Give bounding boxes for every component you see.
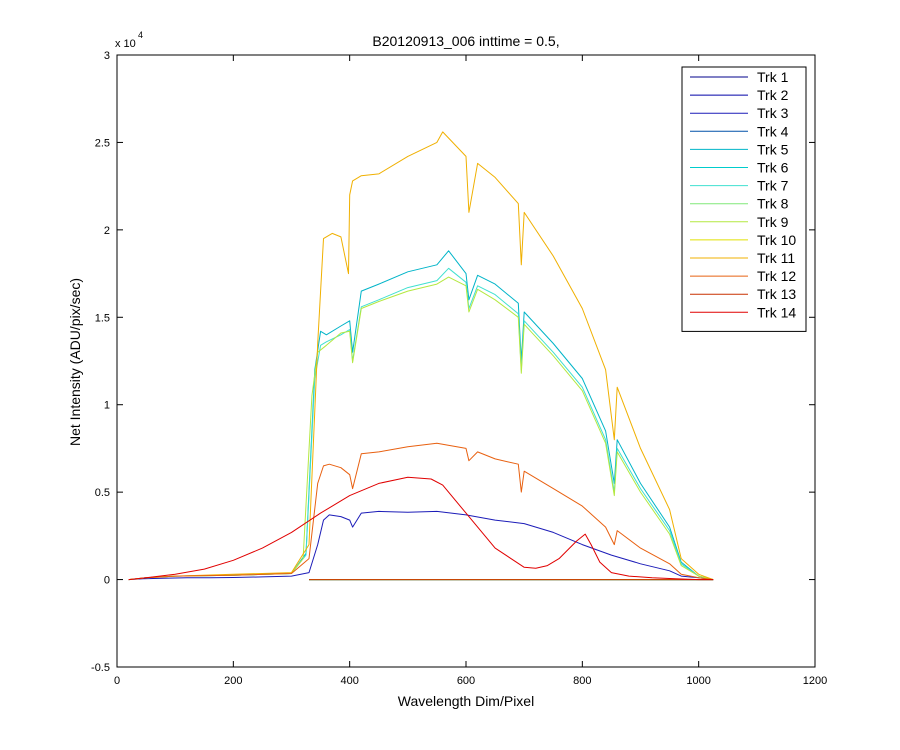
series-line-trk-11 xyxy=(128,131,714,581)
y-axis-label: Net Intensity (ADU/pix/sec) xyxy=(67,278,83,446)
x-tick-label: 400 xyxy=(340,675,358,687)
legend-box xyxy=(681,66,807,332)
series-line-trk-12 xyxy=(128,442,714,581)
y-tick-label: 2 xyxy=(104,225,110,237)
legend: Trk 1 Trk 2 Trk 3 Trk 4 Trk 5 Trk 6 Trk 7 Trk 8… xyxy=(681,66,807,332)
legend-label: Trk 12 xyxy=(757,268,796,284)
x-tick-label: 1000 xyxy=(686,675,710,687)
legend-label: Trk 2 xyxy=(757,87,789,103)
data-layer xyxy=(128,131,714,581)
x-tick-label: 800 xyxy=(573,675,591,687)
y-tick-label: 0.5 xyxy=(95,487,110,499)
legend-label: Trk 8 xyxy=(757,196,789,212)
legend-label: Trk 4 xyxy=(757,123,789,139)
y-tick-label: 3 xyxy=(104,50,110,62)
y-tick-label: 0 xyxy=(104,575,110,587)
x-tick-label: 600 xyxy=(457,675,475,687)
legend-label: Trk 9 xyxy=(757,214,789,230)
series-line-trk-3 xyxy=(128,510,714,581)
legend-label: Trk 14 xyxy=(757,304,796,320)
x-axis-label: Wavelength Dim/Pixel xyxy=(398,693,534,709)
y-tick-label: 1.5 xyxy=(95,312,110,324)
legend-label: Trk 3 xyxy=(757,105,789,121)
y-tick-label: 2.5 xyxy=(95,137,110,149)
legend-label: Trk 5 xyxy=(757,141,789,157)
y-multiplier-exponent: 4 xyxy=(138,30,143,40)
legend-label: Trk 13 xyxy=(757,286,796,302)
legend-label: Trk 11 xyxy=(757,250,795,266)
x-tick-label: 1200 xyxy=(803,675,827,687)
legend-label: Trk 10 xyxy=(757,232,796,248)
legend-label: Trk 6 xyxy=(757,160,789,176)
x-tick-label: 0 xyxy=(114,675,120,687)
series-line-trk-9 xyxy=(128,276,714,581)
ticks-layer: 0 200 400 600 800 1000 1200 -0.5 0 0.5 1 1.5 2 2.5 3 xyxy=(91,50,827,687)
chart-title: B20120913_006 inttime = 0.5, xyxy=(372,33,559,49)
legend-label: Trk 1 xyxy=(757,69,789,85)
y-multiplier-base: x 10 xyxy=(115,38,136,50)
x-tick-label: 200 xyxy=(224,675,242,687)
series-line-trk-14 xyxy=(128,476,714,581)
y-tick-label: 1 xyxy=(104,400,110,412)
y-tick-label: -0.5 xyxy=(91,662,110,674)
legend-label: Trk 7 xyxy=(757,178,789,194)
